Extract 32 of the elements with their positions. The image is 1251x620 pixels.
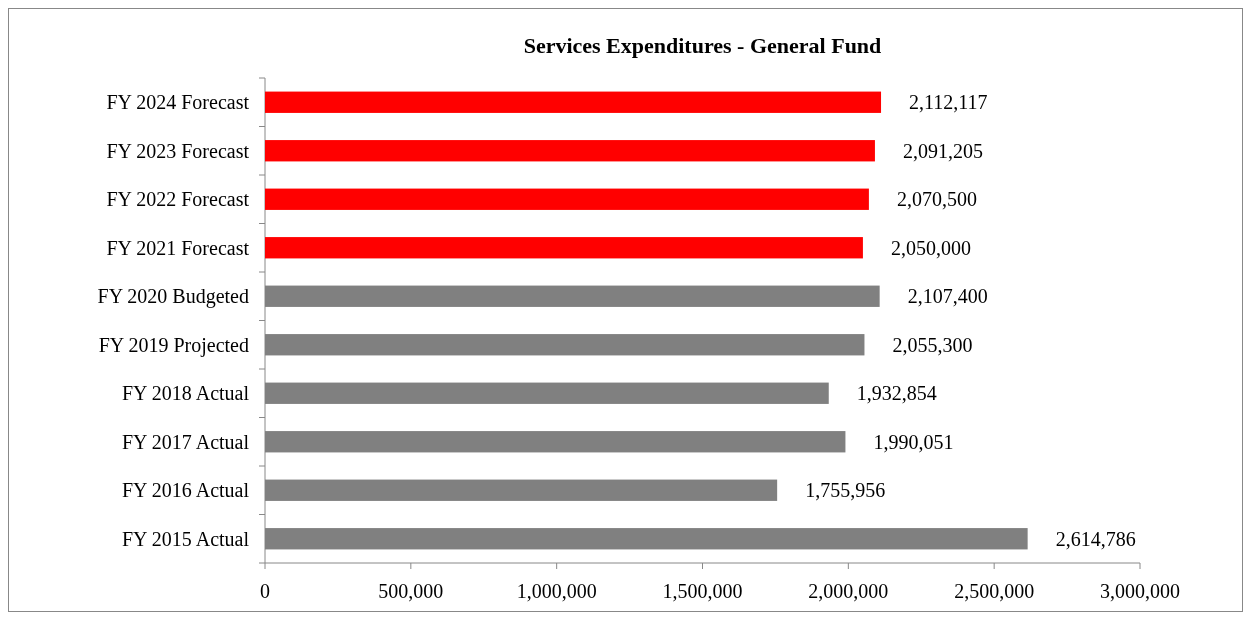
data-label: 2,055,300 — [892, 333, 973, 356]
chart-title: Services Expenditures - General Fund — [523, 33, 882, 58]
x-tick-label: 1,500,000 — [662, 580, 743, 602]
x-tick-label: 1,000,000 — [516, 580, 597, 602]
y-tick-label: FY 2017 Actual — [121, 430, 250, 453]
y-tick-label: FY 2021 Forecast — [106, 236, 250, 259]
data-label: 2,112,117 — [909, 91, 988, 114]
y-tick-label: FY 2018 Actual — [121, 382, 250, 405]
x-tick-label: 3,000,000 — [1100, 580, 1180, 602]
y-tick-label: FY 2023 Forecast — [106, 139, 250, 162]
data-label: 1,755,956 — [805, 479, 886, 502]
y-tick-label: FY 2019 Projected — [98, 333, 249, 357]
y-tick-label: FY 2022 Forecast — [106, 188, 250, 211]
bar — [265, 140, 875, 162]
data-label: 1,990,051 — [873, 430, 954, 453]
y-tick-label: FY 2020 Budgeted — [97, 285, 249, 309]
bar — [265, 237, 863, 259]
x-tick-label: 0 — [260, 580, 270, 602]
x-tick-label: 500,000 — [378, 580, 444, 602]
y-tick-label: FY 2024 Forecast — [106, 91, 250, 114]
data-label: 2,091,205 — [902, 139, 983, 162]
data-label: 2,107,400 — [907, 285, 988, 308]
y-tick-label: FY 2016 Actual — [121, 479, 250, 502]
x-tick-label: 2,000,000 — [808, 580, 889, 602]
data-label: 2,070,500 — [896, 188, 977, 211]
data-label: 2,050,000 — [890, 236, 971, 259]
bar — [265, 91, 882, 113]
data-label: 1,932,854 — [856, 382, 937, 405]
y-tick-label: FY 2015 Actual — [121, 527, 250, 550]
data-label: 2,614,786 — [1055, 527, 1136, 550]
bar — [265, 188, 869, 210]
x-tick-label: 2,500,000 — [954, 580, 1035, 602]
